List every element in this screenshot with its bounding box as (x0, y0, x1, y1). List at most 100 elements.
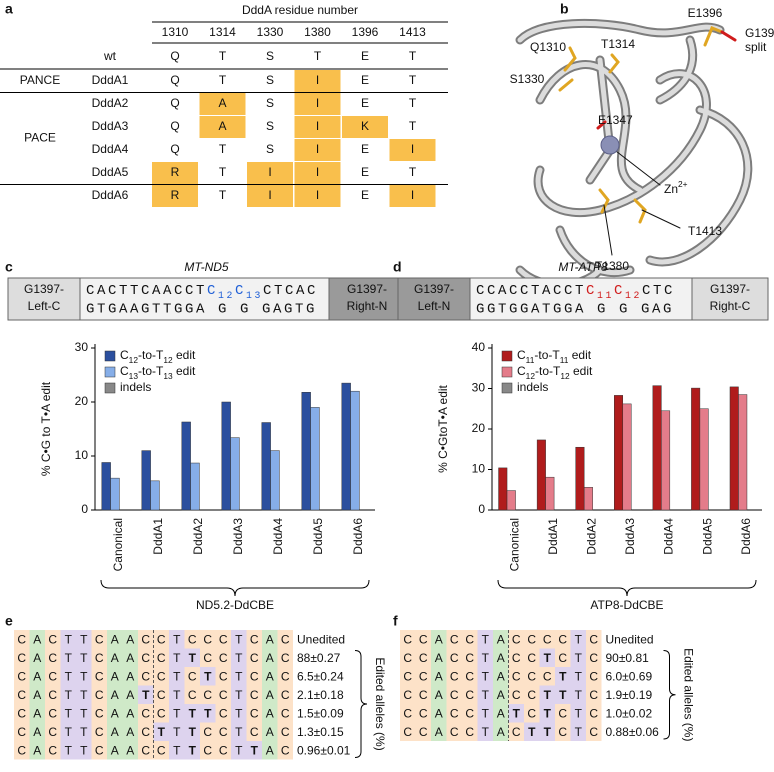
bar (101, 462, 111, 511)
bar (181, 421, 191, 511)
base-cell (91, 704, 107, 723)
base-letter: C (419, 632, 428, 646)
base-cell (76, 704, 92, 723)
table-cell: E (361, 96, 369, 110)
base-letter: C (203, 688, 212, 702)
base-cell (29, 722, 45, 741)
seq-flank: Right-N (347, 299, 388, 313)
brace (497, 579, 757, 597)
base-letter: A (33, 632, 41, 646)
legend-swatch (501, 350, 513, 362)
bar (729, 386, 739, 511)
y-tick-label: 0 (81, 502, 88, 516)
base-cell (200, 685, 216, 704)
table-cell: S (266, 119, 274, 133)
base-letter: C (17, 669, 26, 683)
mutation-highlight (199, 93, 246, 115)
base-cell (415, 630, 431, 649)
bar (575, 446, 585, 511)
base-cell (493, 685, 509, 704)
base-letter: A (497, 706, 505, 720)
base-letter: C (403, 725, 412, 739)
base-letter: C (95, 743, 104, 757)
base-cell (60, 704, 76, 723)
base-letter: A (435, 706, 443, 720)
mutation-highlight (199, 116, 246, 138)
base-cell (246, 704, 262, 723)
base-cell (184, 685, 200, 704)
base-cell (262, 648, 278, 667)
base-letter: C (219, 725, 228, 739)
base-cell (91, 685, 107, 704)
base-letter: C (512, 651, 521, 665)
base-cell (45, 704, 61, 723)
base-cell (493, 704, 509, 723)
base-cell (60, 630, 76, 649)
allele-frequency: 90±0.81 (606, 651, 650, 665)
text-part: -to-T (535, 364, 561, 378)
panel-label: e (5, 613, 13, 629)
base-cell (29, 685, 45, 704)
base-letter: T (544, 651, 552, 665)
base-cell (586, 667, 602, 686)
base-letter: C (419, 688, 428, 702)
y-tick-label: 0 (478, 502, 485, 516)
column-header: 1396 (352, 25, 379, 39)
x-tick-label: DddA6 (351, 518, 365, 555)
base-letter: A (111, 706, 119, 720)
base-letter: C (95, 725, 104, 739)
base-letter: T (80, 706, 88, 720)
base-cell (215, 741, 231, 760)
base-letter: T (189, 725, 197, 739)
x-tick-label: DddA2 (585, 518, 599, 555)
base-letter: T (158, 725, 166, 739)
base-cell (431, 667, 447, 686)
table-cell: Q (170, 119, 179, 133)
base-letter: A (126, 688, 134, 702)
base-letter: C (450, 725, 459, 739)
base-letter: C (141, 743, 150, 757)
table-cell: I (268, 188, 271, 202)
base-cell (446, 630, 462, 649)
base-letter: C (450, 651, 459, 665)
bar (270, 450, 280, 511)
base-cell (586, 704, 602, 723)
table-cell: K (361, 119, 369, 133)
column-header: 1380 (304, 25, 331, 39)
base-letter: C (250, 669, 259, 683)
seq-right-box (328, 277, 406, 321)
base-letter: A (33, 743, 41, 757)
base-letter: A (111, 651, 119, 665)
base-cell (29, 667, 45, 686)
bar (310, 407, 320, 511)
base-letter: C (589, 688, 598, 702)
base-letter: C (419, 706, 428, 720)
mutation-highlight (152, 185, 198, 207)
mutation-highlight (342, 116, 388, 138)
table-cell: E (361, 165, 369, 179)
base-cell (76, 722, 92, 741)
base-letter: T (235, 688, 243, 702)
base-cell (262, 630, 278, 649)
row-label: DddA3 (92, 119, 129, 133)
base-cell (277, 741, 293, 760)
base-cell (29, 741, 45, 760)
base-letter: C (589, 706, 598, 720)
table-cell: Q (170, 142, 179, 156)
base-letter: C (450, 706, 459, 720)
base-letter: A (111, 725, 119, 739)
base-cell (508, 704, 524, 723)
base-cell (60, 685, 76, 704)
base-letter: C (558, 632, 567, 646)
base-cell (138, 648, 154, 667)
panel-label: d (393, 259, 402, 275)
seq-part: CTCAC (263, 283, 318, 299)
base-letter: A (126, 651, 134, 665)
base-letter: C (17, 725, 26, 739)
script-text: 13 (163, 371, 173, 381)
bar (261, 422, 271, 511)
base-letter: A (111, 632, 119, 646)
table-cell: I (411, 188, 414, 202)
text-part: -to-T (138, 364, 164, 378)
base-letter: T (80, 651, 88, 665)
